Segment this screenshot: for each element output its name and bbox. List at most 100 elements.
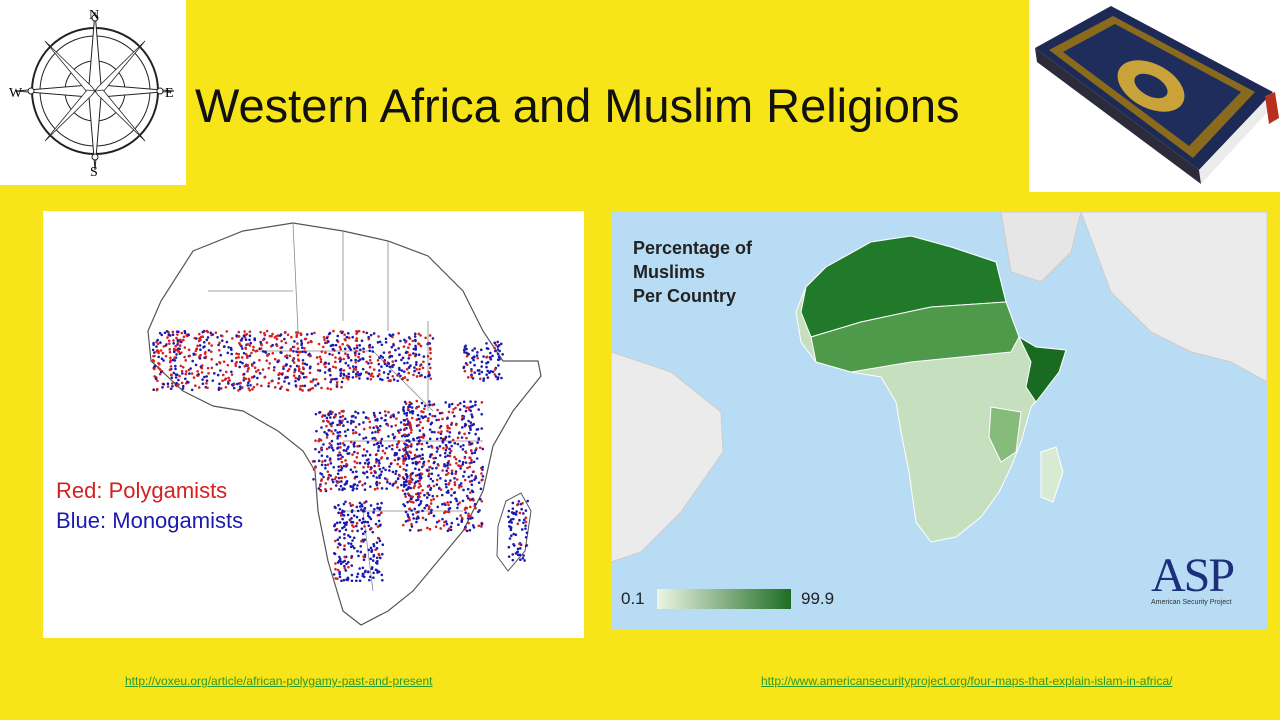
survey-dot: [376, 536, 380, 540]
survey-dot: [417, 442, 421, 445]
survey-dot: [326, 470, 330, 473]
survey-dot: [329, 373, 332, 377]
survey-dot: [478, 497, 482, 501]
survey-dot: [380, 343, 384, 347]
survey-dot: [354, 358, 357, 362]
survey-dot: [446, 426, 449, 430]
survey-dot: [347, 445, 350, 449]
survey-dot: [331, 365, 335, 369]
survey-dot: [467, 521, 470, 525]
survey-dot: [414, 460, 418, 464]
source-link-asp[interactable]: http://www.americansecurityproject.org/f…: [761, 674, 1173, 688]
survey-dot: [316, 362, 320, 366]
survey-dot: [342, 424, 345, 427]
survey-dot: [447, 510, 451, 514]
survey-dot: [403, 418, 407, 422]
survey-dot: [168, 368, 172, 371]
survey-dot: [328, 457, 332, 460]
survey-dot: [332, 329, 335, 333]
survey-dot: [330, 446, 334, 450]
survey-dot: [279, 387, 282, 390]
survey-dot: [462, 349, 466, 352]
survey-dot: [470, 369, 473, 373]
survey-dot: [358, 501, 362, 505]
survey-dot: [518, 511, 522, 515]
survey-dot: [267, 382, 271, 385]
survey-dot: [329, 380, 332, 384]
survey-dot: [199, 348, 202, 351]
survey-dot: [358, 358, 362, 361]
survey-dot: [336, 442, 340, 446]
survey-dot: [485, 342, 488, 345]
survey-dot: [355, 456, 359, 459]
survey-dot: [336, 423, 339, 427]
survey-dot: [385, 478, 389, 481]
survey-dot: [404, 469, 408, 472]
survey-dot: [280, 339, 283, 343]
survey-dot: [157, 351, 160, 355]
survey-dot: [346, 578, 349, 582]
survey-dot: [470, 367, 473, 371]
survey-dot: [250, 351, 253, 355]
survey-dot: [318, 369, 322, 372]
survey-dot: [299, 388, 302, 391]
survey-dot: [342, 372, 345, 376]
survey-dot: [486, 360, 490, 364]
survey-dot: [368, 575, 372, 579]
survey-dot: [388, 465, 391, 468]
survey-dot: [354, 425, 358, 429]
compass-rose-icon: N S W E: [9, 8, 175, 180]
survey-dot: [476, 351, 479, 354]
survey-dot: [335, 383, 339, 386]
legend-polygamists: Red: Polygamists: [56, 478, 228, 503]
survey-dot: [382, 351, 386, 354]
source-link-voxeu[interactable]: http://voxeu.org/article/african-polygam…: [125, 674, 433, 688]
survey-dot: [271, 343, 274, 347]
survey-dot: [355, 332, 358, 335]
survey-dot: [347, 372, 351, 376]
survey-dot: [154, 377, 158, 381]
survey-dot: [166, 382, 170, 386]
survey-dot: [392, 363, 395, 367]
survey-dot: [297, 378, 301, 381]
survey-dot: [363, 570, 367, 574]
survey-dot: [446, 461, 450, 465]
survey-dot: [342, 357, 346, 361]
survey-dot: [346, 377, 350, 381]
survey-dot: [198, 332, 201, 336]
survey-dot: [459, 445, 462, 448]
survey-dot: [210, 344, 213, 347]
survey-dot: [325, 416, 329, 420]
survey-dot: [448, 440, 452, 444]
survey-dot: [388, 365, 392, 369]
survey-dot: [442, 524, 446, 527]
survey-dot: [470, 458, 473, 462]
survey-dot: [426, 469, 429, 472]
survey-dot: [200, 364, 204, 367]
survey-dot: [261, 368, 265, 371]
survey-dot: [520, 507, 523, 511]
survey-dot: [370, 526, 373, 530]
survey-dot: [355, 524, 358, 528]
survey-dot: [366, 570, 370, 574]
survey-dot: [511, 553, 515, 556]
survey-dot: [439, 424, 443, 428]
survey-dot: [331, 343, 335, 347]
survey-dot: [326, 455, 329, 458]
survey-dot: [456, 506, 459, 510]
survey-dot: [341, 441, 345, 445]
survey-dot: [451, 438, 455, 442]
survey-dot: [362, 520, 365, 524]
survey-dot: [169, 356, 172, 360]
survey-dot: [408, 342, 411, 346]
survey-dot: [369, 504, 373, 507]
survey-dot: [406, 378, 409, 382]
survey-dot: [501, 353, 504, 356]
survey-dot: [225, 330, 229, 333]
survey-dot: [382, 371, 386, 374]
survey-dot: [168, 350, 172, 354]
survey-dot: [427, 459, 431, 463]
survey-dot: [389, 379, 392, 383]
survey-dot: [348, 366, 352, 370]
survey-dot: [361, 357, 365, 361]
